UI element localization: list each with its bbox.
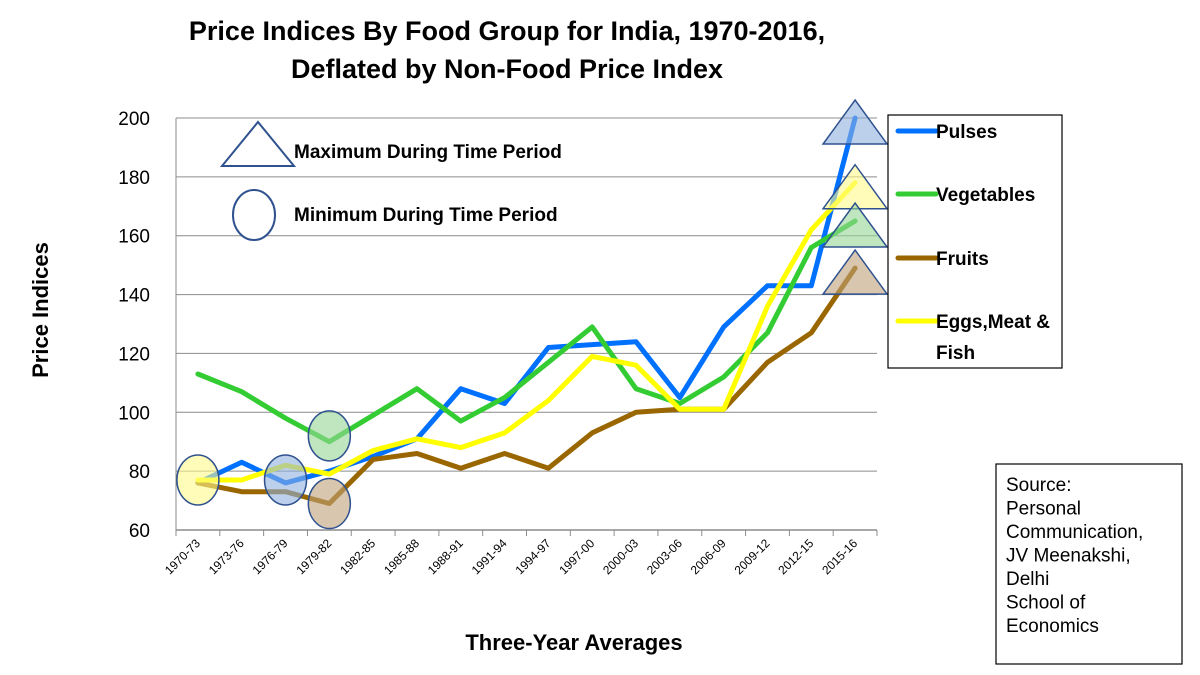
y-tick-label: 60 (129, 521, 150, 542)
series-line-eggs-meat-fish (195, 180, 858, 483)
marker-key: Maximum During Time Period Minimum Durin… (219, 120, 562, 241)
x-tick-label: 1997-00 (556, 536, 597, 577)
legend-label-eggs-meat-fish: Fish (936, 343, 975, 364)
minimum-marker-fruits (307, 477, 352, 530)
source-line: School of (1006, 593, 1086, 614)
maximum-marker-fruits (821, 248, 889, 295)
maximum-marker-vegetables (821, 201, 889, 248)
x-tick-label: 1973-76 (206, 536, 247, 577)
minimum-marker-vegetables (307, 410, 352, 462)
series-line-fruits (195, 265, 858, 506)
legend-label-pulses: Pulses (936, 122, 997, 143)
y-tick-label: 80 (129, 462, 150, 483)
minimum-marker-pulses (263, 454, 308, 506)
maximum-key-triangle-icon (219, 120, 297, 167)
maximum-marker-pulses (821, 98, 889, 145)
x-tick-label: 1979-82 (293, 536, 334, 577)
x-tick-label: 2012-15 (775, 536, 816, 577)
y-tick-label: 180 (118, 168, 150, 189)
minimum-key-label: Minimum During Time Period (294, 205, 558, 226)
y-tick-label: 200 (118, 109, 150, 130)
x-tick-label: 2006-09 (688, 536, 729, 577)
y-tick-label: 120 (118, 344, 150, 365)
chart-title-line-2: Deflated by Non-Food Price Index (291, 54, 723, 84)
x-tick-label: 1988-91 (425, 536, 466, 577)
x-tick-label: 1976-79 (250, 536, 291, 577)
x-tick-label: 1982-85 (337, 536, 378, 577)
x-tick-label: 1970-73 (162, 536, 203, 577)
source-line: Personal (1006, 499, 1081, 520)
y-tick-label: 160 (118, 227, 150, 248)
series-line-pulses (195, 115, 858, 486)
chart-title-line-1: Price Indices By Food Group for India, 1… (189, 16, 825, 46)
maximum-key-label: Maximum During Time Period (294, 142, 562, 163)
y-axis-title: Price Indices (28, 242, 53, 378)
legend-label-fruits: Fruits (936, 249, 989, 270)
x-tick-label: 1985-88 (381, 536, 422, 577)
minimum-marker-eggs-meat-fish (176, 454, 220, 506)
y-tick-label: 140 (118, 286, 150, 307)
minimum-key-ellipse-icon (232, 189, 276, 241)
source-line: Communication, (1006, 522, 1143, 543)
legend-box (887, 114, 1063, 369)
x-tick-label: 2009-12 (732, 536, 773, 577)
source-line: Source: (1006, 475, 1071, 496)
x-axis-title: Three-Year Averages (465, 630, 682, 655)
chart-title: Price Indices By Food Group for India, 1… (189, 16, 825, 84)
x-tick-label: 2000-03 (600, 536, 641, 577)
y-axis-ticks: 60 80 100 120 140 160 180 200 (118, 109, 150, 542)
x-axis-ticks: 1970-73 1973-76 1976-79 1979-82 1982-85 1985-… (162, 530, 878, 577)
legend-label-eggs-meat-fish: Eggs,Meat & (936, 312, 1050, 333)
source-box (995, 463, 1183, 665)
legend-label-vegetables: Vegetables (936, 185, 1035, 206)
source-line: Delhi (1006, 569, 1049, 590)
x-tick-label: 1991-94 (469, 536, 510, 577)
x-tick-label: 2015-16 (819, 536, 860, 577)
x-tick-label: 1994-97 (512, 536, 553, 577)
extreme-markers (176, 98, 889, 530)
source-line: JV Meenakshi, (1006, 546, 1131, 567)
series-lines (195, 115, 858, 506)
y-tick-label: 100 (118, 403, 150, 424)
source-line: Economics (1006, 616, 1099, 637)
x-tick-label: 2003-06 (644, 536, 685, 577)
legend: Pulses Vegetables Fruits Eggs,Meat & Fish (887, 114, 1063, 369)
